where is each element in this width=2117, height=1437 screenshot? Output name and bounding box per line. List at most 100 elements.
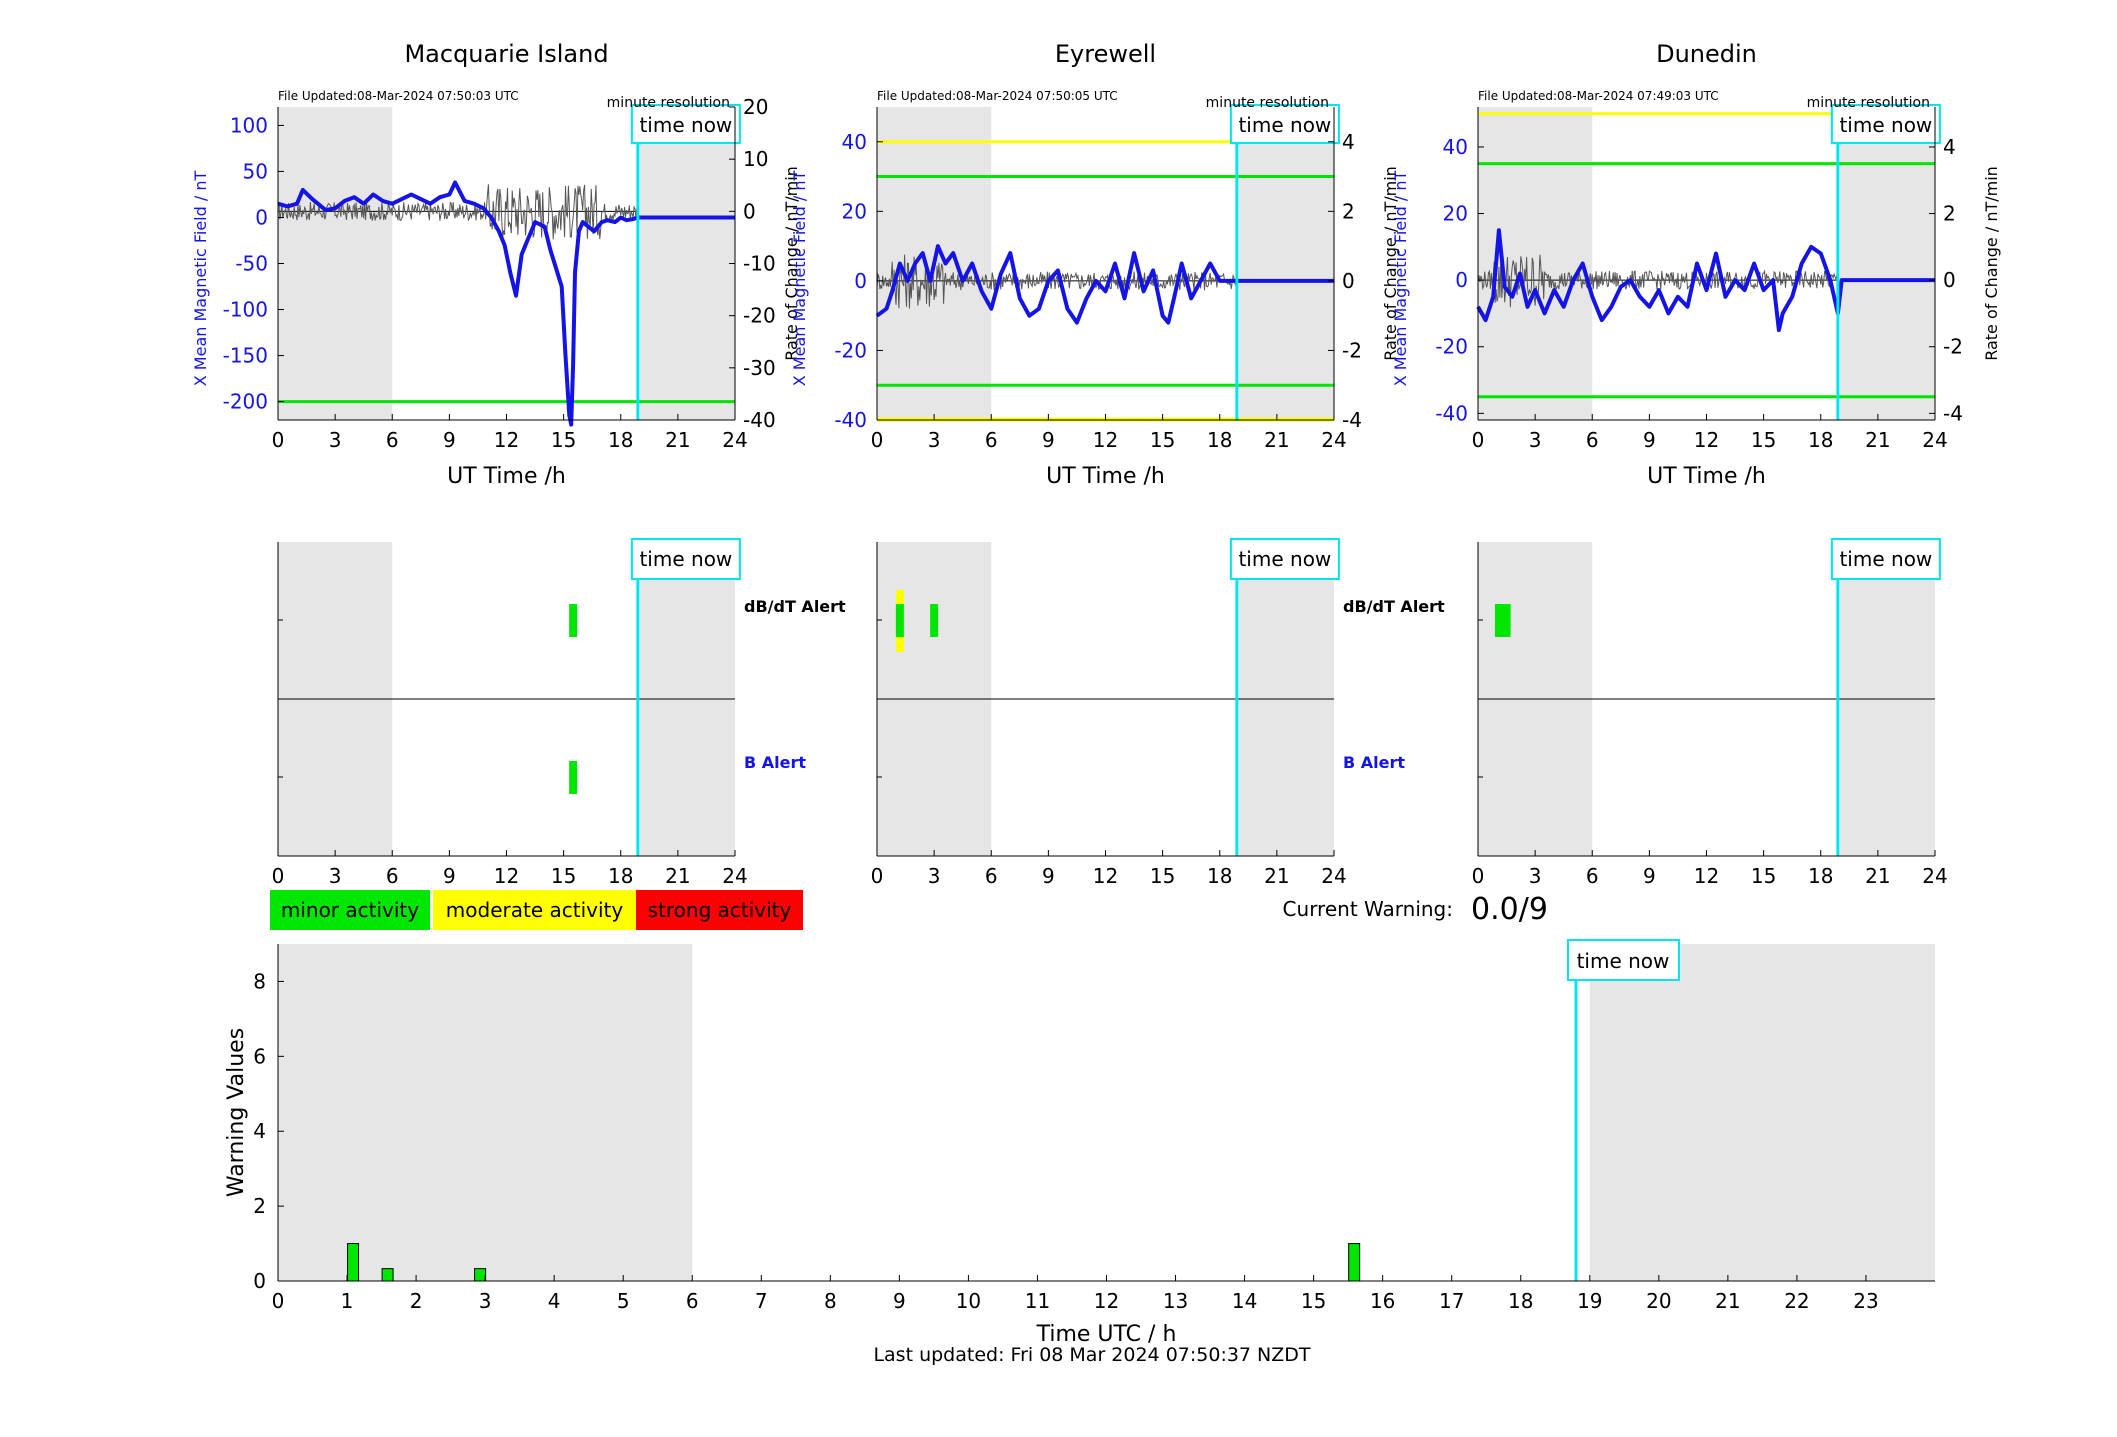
y-tick-label-right: 0 [743,199,756,223]
activity-legend: minor activity moderate activity strong ac… [270,890,803,930]
alert-panel-dunedin: time now 0 3 6 9 12 15 18 21 24 [1472,538,1948,888]
time-now-label: time now [639,113,732,137]
y-tick-label-left: 50 [243,159,268,183]
x-tick-label: 23 [1853,1289,1878,1313]
rate-of-change-series [876,254,1237,309]
dbdt-alert-label: dB/dT Alert [744,597,846,616]
alert-panel-eyrewell: time now 0 3 6 9 12 15 18 21 24 dB/dT Alert B Alert [871,538,1445,888]
x-axis-label: UT Time /h [1046,464,1165,489]
x-tick-label: 11 [1025,1289,1050,1313]
field-series [875,244,1334,325]
y-tick-label-left: -20 [834,338,867,362]
x-tick-label: 0 [871,428,884,452]
x-tick-label: 12 [1694,428,1719,452]
warning-bar [1348,1243,1361,1282]
legend-swatch [433,890,636,930]
y-tick-label: 6 [253,1044,266,1068]
x-tick-label: 24 [1321,864,1346,888]
dbdt-alert-label: dB/dT Alert [1343,597,1445,616]
time-now-label: time now [1238,113,1331,137]
y-tick-label-left: 40 [1443,135,1468,159]
x-tick-label: 21 [1264,864,1289,888]
x-tick-label: 5 [617,1289,630,1313]
x-tick-label: 21 [1264,428,1289,452]
y-axis-label-left: X Mean Magnetic Field / nT [191,171,210,387]
y-tick-label-left: -150 [223,344,268,368]
time-now-box [630,104,741,144]
x-axis-label: UT Time /h [1647,464,1766,489]
x-tick-label: 15 [1751,428,1776,452]
x-tick-label: 18 [1808,864,1833,888]
x-tick-label: 15 [551,428,576,452]
warning-bar [381,1268,394,1282]
y-tick-label-left: -50 [235,252,268,276]
y-axis-label-right: Rate of Change / nT/min [1982,166,2001,361]
warning-bar [474,1268,487,1282]
night-band [278,107,393,420]
file-updated-text: File Updated:08-Mar-2024 07:50:05 UTC [877,89,1118,103]
x-tick-label: 4 [548,1289,561,1313]
x-tick-label: 0 [871,864,884,888]
legend-label: minor activity [281,898,419,922]
field-series [277,180,735,427]
x-tick-label: 6 [686,1289,699,1313]
x-tick-label: 18 [608,428,633,452]
x-tick-label: 15 [551,864,576,888]
y-tick-label-left: 0 [1455,268,1468,292]
x-tick-label: 6 [386,864,399,888]
y-tick-label: 0 [253,1269,266,1293]
y-tick-label-right: -4 [1943,401,1963,425]
x-tick-label: 6 [1586,428,1599,452]
x-tick-label: 6 [985,864,998,888]
x-tick-label: 3 [928,428,941,452]
x-tick-label: 15 [1301,1289,1326,1313]
b-alert-label: B Alert [1343,753,1405,772]
y-tick-label-left: -40 [1435,401,1468,425]
night-band [1238,107,1334,420]
x-tick-label: 0 [1472,428,1485,452]
night-band [1589,944,1935,1281]
legend-label: strong activity [648,898,792,922]
time-now-box [630,538,741,580]
x-tick-label: 24 [722,428,747,452]
x-tick-label: 18 [1207,864,1232,888]
x-tick-label: 3 [479,1289,492,1313]
y-tick-label: 4 [253,1119,266,1143]
alert-panels: time now 0 3 6 9 12 15 18 21 24 dB/dT Alert B Alert… [272,538,1948,888]
dbdt-alert-bar [569,604,578,637]
b-alert-label: B Alert [744,753,806,772]
x-tick-label: 14 [1232,1289,1257,1313]
dbdt-alert-bar [895,604,904,637]
x-tick-label: 3 [1529,864,1542,888]
current-warning-label: Current Warning: [1283,897,1453,921]
time-now-box [1830,538,1941,580]
x-tick-label: 12 [494,428,519,452]
file-updated-text: File Updated:08-Mar-2024 07:50:03 UTC [278,89,519,103]
x-tick-label: 3 [329,428,342,452]
x-tick-label: 21 [1865,864,1890,888]
y-tick-label-left: 20 [842,199,867,223]
x-tick-label: 18 [1508,1289,1533,1313]
x-tick-label: 9 [443,428,456,452]
y-axis-label-right: Rate of Change / nT/min [782,166,801,361]
b-alert-bar [569,761,578,794]
x-tick-label: 24 [1922,428,1947,452]
y-axis-label: Warning Values [224,1028,249,1197]
x-tick-label: 15 [1150,428,1175,452]
x-tick-label: 0 [272,864,285,888]
x-tick-label: 2 [410,1289,423,1313]
y-tick-label-left: -40 [834,408,867,432]
y-tick-label-right: 2 [1943,202,1956,226]
time-now-label: time now [1839,547,1932,571]
minute-resolution-label: minute resolution [1206,95,1329,111]
y-axis-label-right: Rate of Change / nT/min [1381,166,1400,361]
x-axis-label: UT Time /h [447,464,566,489]
y-tick-label-left: 20 [1443,202,1468,226]
y-tick-label-right: 2 [1342,199,1355,223]
time-now-label: time now [1839,113,1932,137]
panel-title: Eyrewell [1055,40,1156,68]
panel-title: Macquarie Island [404,40,608,68]
